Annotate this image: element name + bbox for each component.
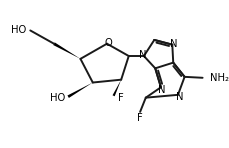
Text: HO: HO bbox=[50, 93, 65, 103]
Text: NH₂: NH₂ bbox=[209, 73, 228, 83]
Polygon shape bbox=[67, 83, 92, 98]
Text: N: N bbox=[175, 92, 183, 102]
Text: N: N bbox=[158, 85, 165, 95]
Text: HO: HO bbox=[11, 25, 26, 36]
Text: N: N bbox=[139, 50, 146, 60]
Polygon shape bbox=[112, 80, 121, 96]
Text: F: F bbox=[118, 93, 123, 103]
Text: N: N bbox=[170, 39, 177, 49]
Text: O: O bbox=[104, 38, 111, 48]
Text: F: F bbox=[137, 112, 142, 123]
Polygon shape bbox=[53, 42, 80, 59]
